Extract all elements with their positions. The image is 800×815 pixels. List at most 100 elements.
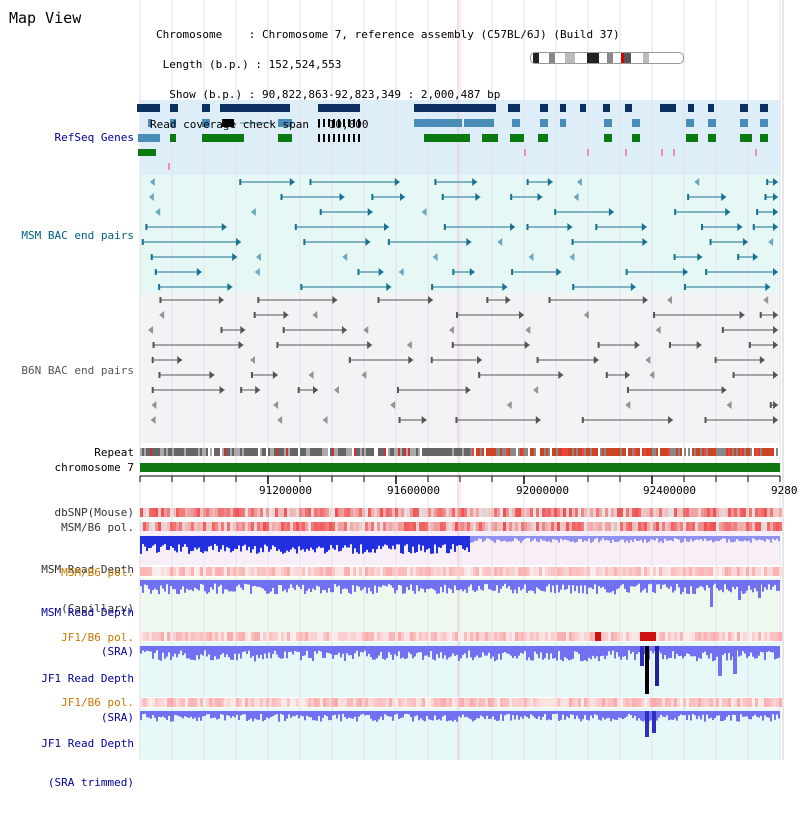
gene-feature[interactable] xyxy=(632,119,640,127)
msm-depth-capillary-label[interactable]: MSM Read Depth (Capillary) xyxy=(41,563,134,615)
gene-feature[interactable] xyxy=(414,104,496,112)
jf1-pol2-label[interactable]: JF1/B6 pol. xyxy=(61,696,134,709)
jf1-pol2-cell xyxy=(524,698,527,707)
msm-sra-depth-bar xyxy=(302,580,304,585)
msm-bac-pair-end xyxy=(526,224,529,230)
gene-feature[interactable] xyxy=(604,119,612,127)
b6n-bac-pair-end xyxy=(250,372,253,378)
gene-exon[interactable] xyxy=(323,119,325,127)
gene-exon[interactable] xyxy=(353,119,355,127)
gene-feature[interactable] xyxy=(540,119,548,127)
gene-feature[interactable] xyxy=(510,134,524,142)
refseq-genes-label[interactable]: RefSeq Genes xyxy=(54,131,134,144)
gene-exon[interactable] xyxy=(333,134,335,142)
gene-feature[interactable] xyxy=(137,104,160,112)
gene-exon[interactable] xyxy=(323,134,325,142)
gene-feature[interactable] xyxy=(538,134,548,142)
gene-feature[interactable] xyxy=(170,119,176,127)
gene-feature[interactable] xyxy=(540,104,548,112)
msm-capillary-depth-bar xyxy=(730,536,732,543)
gene-feature[interactable] xyxy=(202,119,210,127)
gene-feature[interactable] xyxy=(170,134,176,142)
gene-feature[interactable] xyxy=(603,104,610,112)
msm-depth-sra-label[interactable]: MSM Read Depth (SRA) xyxy=(41,606,134,658)
jf1-pol-label[interactable]: JF1/B6 pol. xyxy=(61,631,134,644)
gene-feature[interactable] xyxy=(508,104,520,112)
repeat-label[interactable]: Repeat xyxy=(94,446,134,459)
gene-feature[interactable] xyxy=(708,134,716,142)
gene-feature[interactable] xyxy=(604,134,612,142)
gene-feature[interactable] xyxy=(660,104,676,112)
gene-feature[interactable] xyxy=(688,104,694,112)
gene-feature[interactable] xyxy=(202,134,244,142)
gene-feature[interactable] xyxy=(760,104,768,112)
gene-exon[interactable] xyxy=(348,119,350,127)
jf1-pol-cell xyxy=(638,632,641,641)
gene-feature[interactable] xyxy=(414,119,462,127)
jf1-pol-cell xyxy=(149,632,152,641)
gene-feature[interactable] xyxy=(740,134,752,142)
gene-feature[interactable] xyxy=(138,149,156,156)
gene-feature[interactable] xyxy=(512,119,520,127)
gene-feature[interactable] xyxy=(740,104,748,112)
gene-feature[interactable] xyxy=(202,104,210,112)
msm-capillary-depth-bar xyxy=(372,536,374,549)
gene-exon[interactable] xyxy=(343,119,345,127)
msm-pol2-label[interactable]: MSM/B6 pol. xyxy=(61,566,134,579)
gene-feature[interactable] xyxy=(464,119,494,127)
gene-feature[interactable] xyxy=(580,104,586,112)
gene-feature[interactable] xyxy=(424,134,470,142)
msm-pol-cell xyxy=(203,522,206,531)
gene-exon[interactable] xyxy=(358,119,360,127)
gene-feature[interactable] xyxy=(220,104,290,112)
gene-exon[interactable] xyxy=(328,134,330,142)
chromosome-ideogram[interactable] xyxy=(530,52,684,64)
gene-exon[interactable] xyxy=(328,119,330,127)
gene-exon[interactable] xyxy=(348,134,350,142)
gene-feature[interactable] xyxy=(708,104,714,112)
jf1-pol2-cell xyxy=(683,698,686,707)
msm-pol-label[interactable]: MSM/B6 pol. xyxy=(61,521,134,534)
gene-feature[interactable] xyxy=(760,134,768,142)
jf1-pol-cell xyxy=(629,632,632,641)
gene-exon[interactable] xyxy=(358,134,360,142)
gene-feature[interactable] xyxy=(760,119,768,127)
gene-exon[interactable] xyxy=(343,134,345,142)
gene-feature[interactable] xyxy=(138,134,160,142)
gene-feature[interactable] xyxy=(686,119,694,127)
gene-exon[interactable] xyxy=(338,134,340,142)
gene-feature[interactable] xyxy=(222,119,234,127)
gene-feature[interactable] xyxy=(686,134,698,142)
chromosome-track-label[interactable]: chromosome 7 xyxy=(54,461,134,474)
gene-feature[interactable] xyxy=(148,119,152,127)
gene-feature[interactable] xyxy=(560,104,566,112)
dbsnp-label[interactable]: dbSNP(Mouse) xyxy=(54,506,134,519)
msm-bac-label[interactable]: MSM BAC end pairs xyxy=(21,229,134,242)
jf1-pol2-cell xyxy=(212,698,215,707)
gene-feature[interactable] xyxy=(318,104,360,112)
gene-feature[interactable] xyxy=(625,104,632,112)
gene-feature[interactable] xyxy=(278,134,292,142)
msm-sra-depth-bar xyxy=(534,580,536,594)
gene-feature[interactable] xyxy=(632,134,640,142)
jf1-trim-depth-bar xyxy=(526,711,528,718)
gene-feature[interactable] xyxy=(708,119,716,127)
b6n-bac-label[interactable]: B6N BAC end pairs xyxy=(21,364,134,377)
gene-exon[interactable] xyxy=(318,119,320,127)
gene-feature[interactable] xyxy=(170,104,178,112)
chromosome-bar[interactable] xyxy=(140,463,780,472)
jf1-depth-sra-label[interactable]: JF1 Read Depth (SRA) xyxy=(41,672,134,724)
gene-exon[interactable] xyxy=(338,119,340,127)
jf1-depth-trimmed-label[interactable]: JF1 Read Depth (SRA trimmed) xyxy=(41,737,134,789)
gene-feature[interactable] xyxy=(740,119,748,127)
gene-exon[interactable] xyxy=(333,119,335,127)
gene-feature[interactable] xyxy=(278,119,292,127)
msm-bac-pair-end xyxy=(573,193,579,201)
jf1-sra-depth-bar xyxy=(770,646,772,653)
gene-feature[interactable] xyxy=(482,134,498,142)
gene-feature[interactable] xyxy=(560,119,566,127)
msm-sra-depth-bar xyxy=(142,580,144,593)
gene-exon[interactable] xyxy=(318,134,320,142)
jf1-pol-cell xyxy=(170,632,173,641)
gene-exon[interactable] xyxy=(353,134,355,142)
